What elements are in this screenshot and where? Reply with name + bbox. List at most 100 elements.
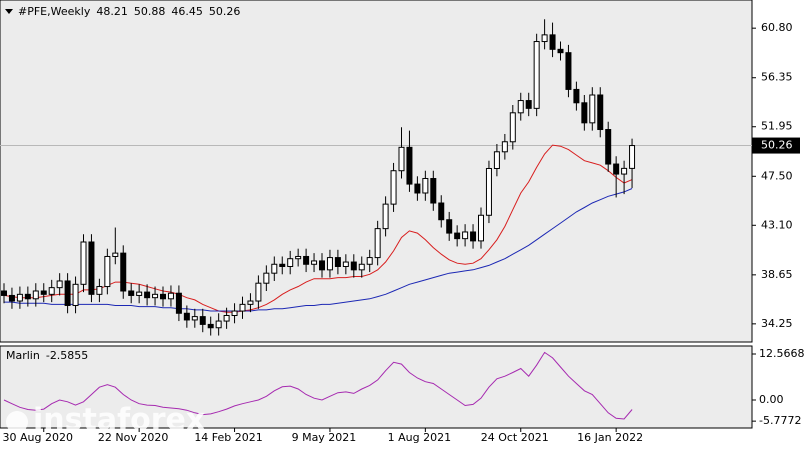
candle-body	[175, 292, 182, 314]
candle-body	[533, 41, 540, 109]
symbol: #PFE,Weekly	[18, 5, 91, 18]
y-tick-label: 43.10	[761, 218, 793, 231]
candle-body	[430, 178, 437, 204]
candle-body	[160, 293, 166, 300]
candle-body	[215, 320, 222, 329]
candle-body	[493, 151, 500, 169]
candle-body	[231, 310, 238, 316]
indicator-y-tick-label: 12.5668	[759, 347, 804, 360]
last-open: 48.21	[96, 5, 128, 18]
candle-body	[247, 300, 254, 305]
watermark: instaforex Instant Forex Trading	[6, 403, 205, 447]
candle-body	[271, 263, 278, 274]
x-tick-label: 9 May 2021	[292, 431, 357, 444]
y-tick-label: 56.35	[761, 71, 793, 84]
candle-body	[80, 241, 87, 285]
candle-body	[64, 280, 71, 306]
candle-body	[32, 290, 39, 300]
candle-body	[334, 257, 341, 267]
candle-body	[525, 100, 532, 109]
watermark-tagline: Instant Forex Trading	[50, 434, 166, 447]
current-price-box	[752, 137, 800, 154]
candle-body	[342, 261, 349, 267]
candle-body	[382, 203, 389, 230]
candle-body	[319, 260, 325, 271]
last-high: 50.88	[134, 5, 166, 18]
candle-body	[112, 252, 119, 257]
indicator-panel	[0, 345, 753, 429]
candle-body	[167, 292, 174, 300]
candle-body	[517, 100, 524, 114]
chart-header: #PFE,Weekly 48.21 50.88 46.45 50.26	[18, 5, 240, 18]
candle-body	[629, 145, 636, 169]
x-tick-label: 16 Jan 2022	[577, 431, 643, 444]
x-tick-label: 24 Oct 2021	[481, 431, 549, 444]
watermark-brand: instaforex	[33, 403, 205, 438]
candle-body	[8, 294, 15, 302]
indicator-y-tick-label: -5.7772	[759, 414, 801, 427]
candle-body	[374, 228, 381, 259]
candle-body	[557, 48, 564, 54]
indicator-y-tick-label: 0.00	[759, 393, 784, 406]
indicator-line	[3, 351, 633, 420]
candle-body	[120, 252, 127, 292]
candle-body	[573, 88, 580, 104]
candle-body	[199, 316, 206, 325]
candle-body	[462, 231, 469, 240]
candle-body	[303, 255, 310, 265]
candle-body	[621, 167, 628, 175]
menu-triangle	[5, 9, 13, 14]
indicator-header: Marlin -2.5855	[6, 349, 88, 362]
indicator-last: -2.5855	[46, 349, 88, 362]
candle-body	[549, 34, 556, 50]
candle-body	[485, 167, 492, 216]
y-tick-label: 51.95	[761, 120, 793, 133]
candle-body	[398, 146, 405, 172]
candle-body	[263, 272, 270, 284]
candle-body	[207, 323, 214, 329]
current-price-label: 50.26	[761, 139, 793, 152]
candle-body	[183, 312, 190, 321]
candle-body	[581, 102, 588, 124]
candle-body	[88, 241, 95, 295]
last-close: 50.26	[209, 5, 241, 18]
y-tick-label: 47.50	[761, 169, 793, 182]
candle-body	[287, 258, 294, 267]
candle-body	[40, 290, 47, 295]
candle-body	[144, 291, 151, 299]
moving-average	[4, 188, 633, 312]
candle-body	[478, 214, 484, 242]
candle-body	[56, 280, 63, 289]
candle-body	[565, 52, 572, 90]
candle-body	[72, 283, 79, 306]
candle-body	[366, 257, 373, 265]
candle-body	[422, 178, 429, 194]
candle-body	[255, 282, 262, 302]
candle-body	[48, 287, 55, 295]
y-tick-label: 38.65	[761, 268, 793, 281]
indicator-name: Marlin	[6, 349, 40, 362]
candle-body	[358, 263, 365, 271]
candle-body	[501, 141, 508, 153]
plot-layer	[0, 19, 752, 420]
candle-body	[24, 293, 31, 300]
candle-body	[509, 112, 516, 143]
candle-body	[414, 183, 421, 194]
candle-body	[597, 94, 604, 131]
candle-body	[311, 260, 318, 265]
candle-body	[605, 129, 612, 165]
candle-body	[390, 170, 397, 205]
candle-body	[446, 219, 453, 234]
watermark-logo	[6, 411, 28, 433]
candle-body	[16, 293, 23, 302]
candle-body	[152, 293, 159, 299]
x-tick-label: 14 Feb 2021	[194, 431, 262, 444]
candle-body	[470, 231, 477, 242]
candle-body	[96, 286, 103, 295]
candle-body	[279, 263, 286, 267]
last-low: 46.45	[171, 5, 203, 18]
price-panel	[0, 0, 753, 343]
candle-body	[541, 34, 548, 43]
candle-body	[191, 316, 198, 321]
